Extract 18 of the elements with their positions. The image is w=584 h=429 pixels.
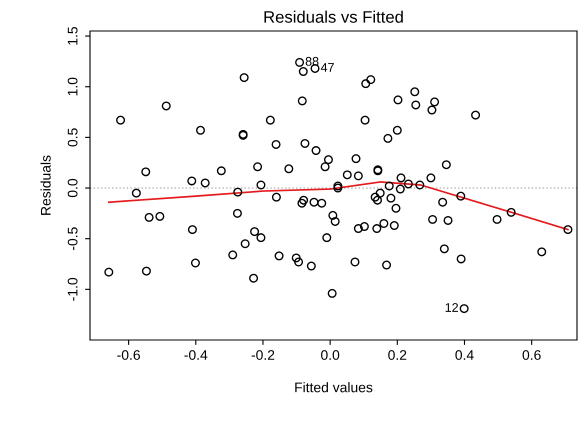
x-tick-label: -0.6: [117, 350, 140, 360]
y-axis-title: Residuals: [40, 156, 51, 215]
y-tick-label: 1.5: [68, 26, 78, 45]
x-tick-label: -0.2: [252, 350, 274, 360]
annotation: 47: [320, 63, 334, 72]
y-tick-label: 0.0: [68, 178, 78, 198]
chart-title: Residuals vs Fitted: [264, 10, 403, 23]
y-tick-label: -1.0: [68, 278, 78, 301]
x-axis-title: Fitted values: [295, 382, 372, 392]
y-tick-label: 0.5: [68, 128, 78, 146]
x-tick-label: 0.0: [321, 350, 340, 360]
x-tick-label: 0.6: [522, 350, 541, 360]
y-tick-label: -0.5: [68, 227, 78, 250]
x-tick-label: -0.4: [184, 350, 208, 360]
x-tick-label: 0.4: [455, 350, 474, 360]
y-tick-label: 1.0: [68, 78, 78, 96]
x-tick-label: 0.2: [388, 350, 406, 360]
annotation: 12: [446, 303, 458, 312]
